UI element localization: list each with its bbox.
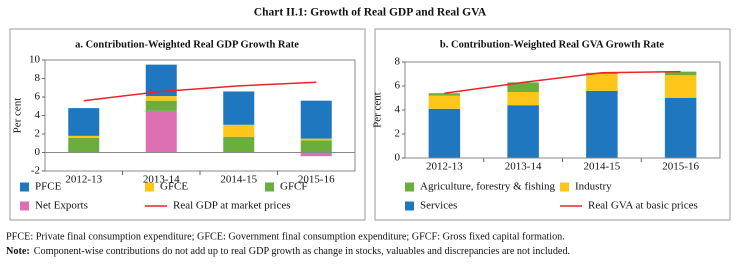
bar-segment xyxy=(223,136,255,153)
x-tick-label: 2015-16 xyxy=(662,161,699,173)
y-tick-label: 6 xyxy=(395,80,401,92)
footnote: Note: Component-wise contributions do not… xyxy=(6,246,570,257)
bar-segment xyxy=(300,138,332,141)
legend-label: Services xyxy=(420,200,457,212)
bar-segment xyxy=(428,108,461,158)
bar-segment xyxy=(300,140,332,153)
y-tick-label: 4 xyxy=(395,104,401,116)
x-tick-label: 2012-13 xyxy=(65,174,102,186)
bar-segment xyxy=(223,124,255,137)
legend-label: GFCE xyxy=(160,181,188,193)
legend-label: GFCF xyxy=(280,181,308,193)
legend-label: Real GVA at basic prices xyxy=(588,200,698,212)
bar-segment xyxy=(507,82,539,92)
bar-segment xyxy=(68,137,100,153)
bar-segment xyxy=(68,108,100,136)
legend-label: Industry xyxy=(575,181,612,193)
bar-segment xyxy=(300,152,332,157)
bar-segment xyxy=(664,75,697,98)
y-tick-label: 2 xyxy=(395,128,401,140)
y-axis-label: Per cent xyxy=(12,98,24,134)
legend-swatch xyxy=(20,182,29,192)
bar-segment xyxy=(300,100,332,139)
panel-frame xyxy=(9,28,366,221)
bar-segment xyxy=(223,91,255,125)
bar-segment xyxy=(145,100,177,111)
x-tick-label: 2014-15 xyxy=(584,161,621,173)
bar-segment xyxy=(664,71,697,76)
panel-title: b. Contribution-Weighted Real GVA Growth… xyxy=(440,39,665,50)
y-tick-label: -2 xyxy=(31,165,40,177)
y-tick-label: 10 xyxy=(29,54,41,66)
bar-segment xyxy=(145,110,177,153)
y-tick-label: 2 xyxy=(35,128,41,140)
x-tick-label: 2013-14 xyxy=(505,161,542,173)
y-tick-label: 8 xyxy=(35,72,41,84)
bar-segment xyxy=(68,135,100,138)
bar-segment xyxy=(507,92,539,106)
legend-label: Agriculture, forestry & fishing xyxy=(420,181,556,193)
panel-frame xyxy=(374,28,731,221)
legend-label: Net Exports xyxy=(35,200,88,212)
x-tick-label: 2014-15 xyxy=(220,174,257,186)
x-tick-label: 2012-13 xyxy=(426,161,463,173)
bar-segment xyxy=(428,93,461,96)
page-title: Chart II.1: Growth of Real GDP and Real … xyxy=(254,7,487,19)
legend-label: Real GDP at market prices xyxy=(173,200,291,212)
y-tick-label: 6 xyxy=(35,91,41,103)
bar-segment xyxy=(428,95,461,109)
legend-swatch xyxy=(405,201,414,211)
footnote: PFCE: Private final consumption expendit… xyxy=(6,231,565,242)
legend-swatch xyxy=(560,182,569,192)
legend-swatch xyxy=(20,201,29,211)
bar-segment xyxy=(586,74,618,91)
bar-segment xyxy=(586,90,618,158)
y-tick-label: 4 xyxy=(35,109,41,121)
y-axis-label: Per cent xyxy=(372,92,384,128)
note-text: Component-wise contributions do not add … xyxy=(34,246,570,257)
y-tick-label: 8 xyxy=(395,56,401,68)
legend-swatch xyxy=(405,182,414,192)
note-label: Note: xyxy=(6,246,30,257)
x-tick-label: 2015-16 xyxy=(298,174,335,186)
legend-label: PFCE xyxy=(35,181,62,193)
y-tick-label: 0 xyxy=(395,152,401,164)
line-series xyxy=(444,70,681,94)
bar-segment xyxy=(145,96,177,101)
legend-swatch xyxy=(265,182,274,192)
legend-swatch xyxy=(145,182,154,192)
panel-title: a. Contribution-Weighted Real GDP Growth… xyxy=(75,39,299,50)
line-series xyxy=(83,81,317,102)
bar-segment xyxy=(507,105,539,158)
y-tick-label: 0 xyxy=(35,146,41,158)
bar-segment xyxy=(664,98,697,158)
